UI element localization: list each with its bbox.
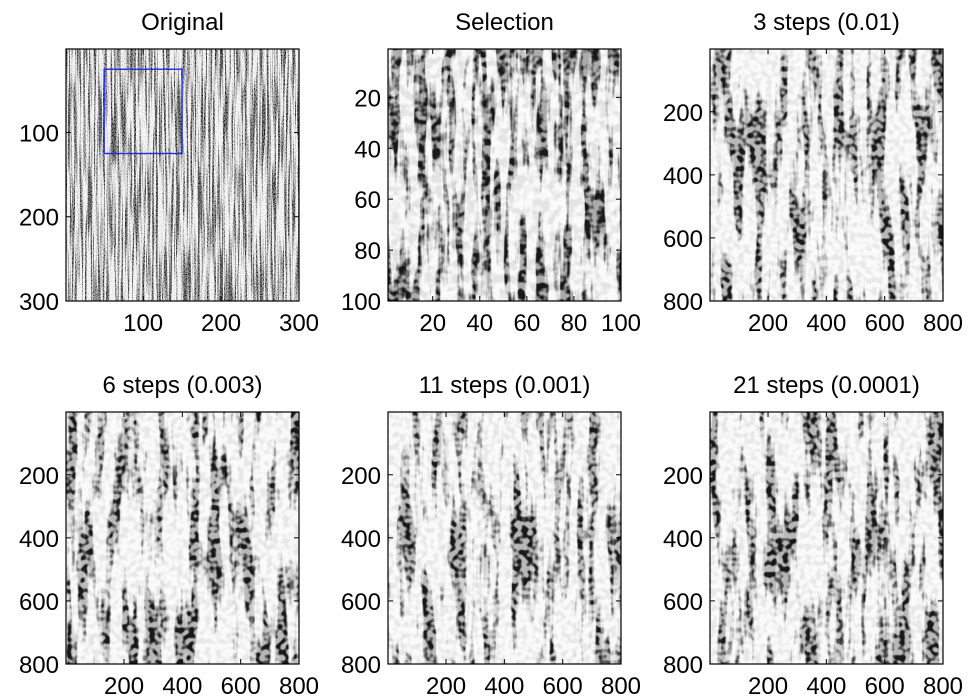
x-tick-label: 20 [419,310,446,337]
x-tick-label: 400 [162,673,202,699]
x-tick-label: 200 [748,673,788,699]
x-tick-label: 600 [865,673,905,699]
x-tick-label: 200 [104,673,144,699]
y-tick-label: 100 [341,289,381,316]
y-tick-label: 400 [663,526,703,553]
axes-frame [65,48,300,302]
density-image [388,412,621,664]
y-tick-label: 200 [663,463,703,490]
y-tick-label: 200 [19,205,59,232]
subplot-title: 21 steps (0.0001) [733,372,920,399]
x-tick-label: 400 [484,673,524,699]
y-tick-label: 600 [341,589,381,616]
density-image [388,49,621,301]
y-tick-label: 800 [663,652,703,679]
x-tick-label: 800 [601,673,641,699]
y-tick-label: 300 [19,289,59,316]
subplot-title: 6 steps (0.003) [102,372,262,399]
y-tick-label: 40 [354,136,381,163]
y-tick-label: 100 [19,120,59,147]
axes-frame [387,48,622,302]
subplot-title: Original [141,9,224,36]
subplot-1: Original 100 200 300 100 200 300 [19,9,319,337]
x-tick-label: 600 [865,310,905,337]
x-tick-label: 400 [806,310,846,337]
subplot-title: Selection [455,9,554,36]
x-tick-label: 200 [748,310,788,337]
x-tick-label: 200 [426,673,466,699]
y-tick-label: 800 [663,289,703,316]
x-tick-label: 300 [279,310,319,337]
y-tick-label: 400 [663,163,703,190]
density-image [66,412,299,664]
subplot-5: 11 steps (0.001) 200 400 600 800 200 400 600 800 [341,372,641,699]
x-tick-label: 800 [279,673,319,699]
subplot-title: 3 steps (0.01) [753,9,900,36]
y-tick-label: 600 [19,589,59,616]
subplot-2: Selection 20 40 60 80 100 20 40 60 80 100 [341,9,641,337]
x-tick-label: 600 [543,673,583,699]
x-tick-label: 40 [466,310,493,337]
x-tick-label: 800 [923,673,963,699]
x-tick-label: 600 [221,673,261,699]
selection-box [103,68,183,155]
y-tick-label: 20 [354,85,381,112]
x-tick-label: 400 [806,673,846,699]
subplot-title: 11 steps (0.001) [419,372,591,399]
density-image [710,49,943,301]
y-tick-label: 400 [19,526,59,553]
y-tick-label: 800 [341,652,381,679]
subplot-3: 3 steps (0.01) 200 400 600 800 200 400 600 800 [663,9,963,337]
y-tick-label: 80 [354,238,381,265]
y-tick-label: 200 [19,463,59,490]
subplot-6: 21 steps (0.0001) 200 400 600 800 200 400 600 80… [663,372,963,699]
x-tick-label: 80 [561,310,588,337]
x-tick-label: 100 [123,310,163,337]
density-image [710,412,943,664]
subplot-4: 6 steps (0.003) 200 400 600 800 200 400 600 800 [19,372,319,699]
x-tick-label: 100 [601,310,641,337]
x-tick-label: 200 [201,310,241,337]
y-tick-label: 400 [341,526,381,553]
y-tick-label: 200 [341,463,381,490]
y-tick-label: 800 [19,652,59,679]
y-tick-label: 600 [663,226,703,253]
y-tick-label: 600 [663,589,703,616]
x-tick-label: 60 [514,310,541,337]
x-tick-label: 800 [923,310,963,337]
y-tick-label: 60 [354,187,381,214]
y-tick-label: 200 [663,100,703,127]
